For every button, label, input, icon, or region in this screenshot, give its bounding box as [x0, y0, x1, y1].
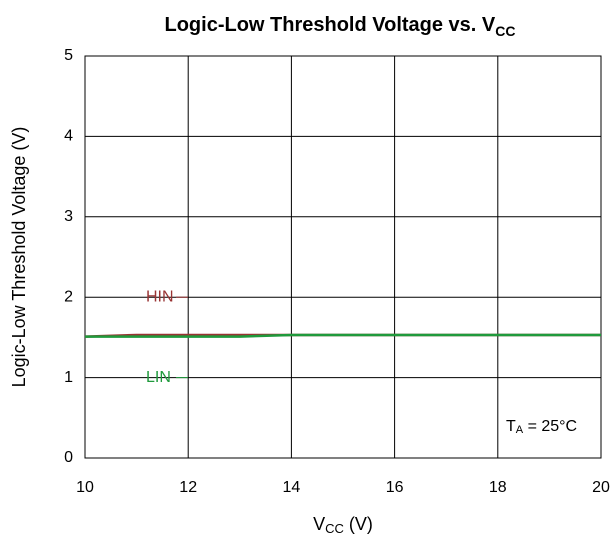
x-tick-label: 20 [592, 479, 610, 496]
x-label-subscript: CC [325, 521, 344, 536]
x-label-unit: (V) [344, 514, 373, 534]
title-subscript: CC [495, 23, 515, 39]
series-label: LIN [146, 369, 171, 386]
chart-title: Logic-Low Threshold Voltage vs. VCC [164, 14, 515, 38]
y-tick-label: 4 [64, 128, 73, 145]
series-line [85, 333, 601, 338]
annotation-rest: = 25°C [523, 418, 577, 435]
series-label: HIN [146, 288, 174, 305]
x-tick-label: 16 [386, 479, 404, 496]
y-tick-label: 5 [64, 47, 73, 64]
x-label-main: V [313, 514, 325, 534]
title-main: Logic-Low Threshold Voltage vs. V [164, 14, 495, 36]
y-tick-label: 2 [64, 288, 73, 305]
annotation-subscript: A [516, 424, 524, 436]
plot-area [84, 55, 602, 459]
annotation: TA = 25°C [506, 418, 577, 436]
y-tick-label: 1 [64, 369, 73, 386]
x-tick-label: 18 [489, 479, 507, 496]
x-tick-label: 14 [283, 479, 301, 496]
y-axis-label: Logic-Low Threshold Voltage (V) [9, 127, 29, 388]
x-axis-label: VCC (V) [313, 514, 373, 537]
x-tick-label: 10 [76, 479, 94, 496]
annotation-main: T [506, 418, 516, 435]
y-tick-label: 3 [64, 208, 73, 225]
y-tick-label: 0 [64, 449, 73, 466]
x-tick-label: 12 [179, 479, 197, 496]
